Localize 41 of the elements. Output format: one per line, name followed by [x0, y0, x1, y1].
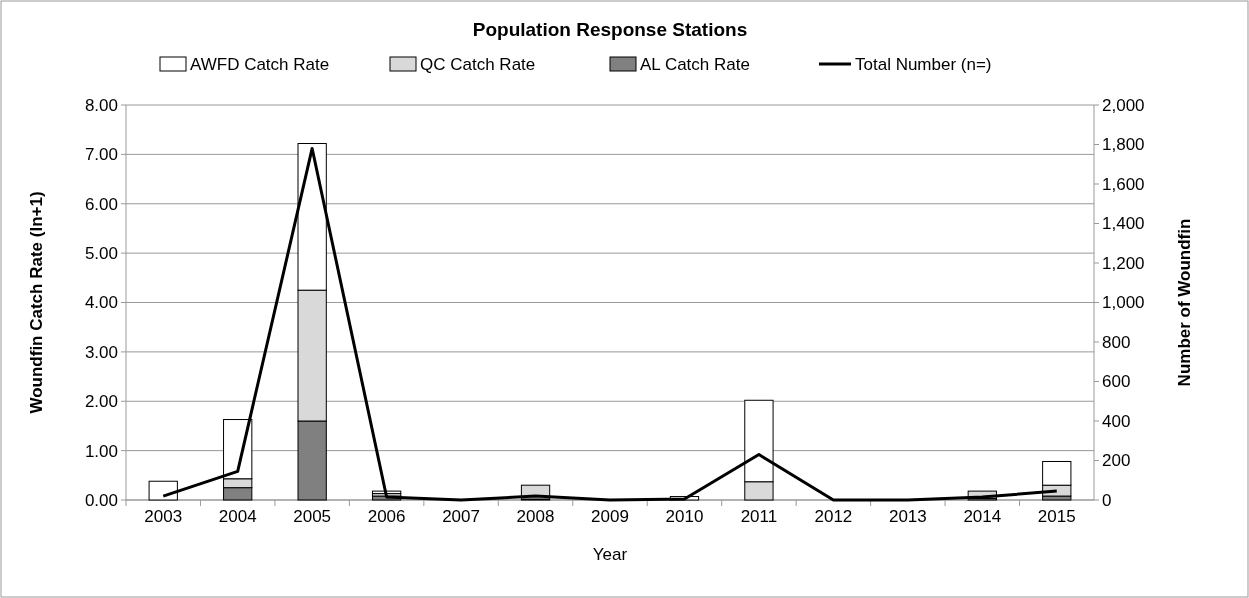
y-tick-label: 6.00 — [84, 194, 118, 214]
y2-tick-label: 0 — [1102, 490, 1112, 510]
legend-label: AL Catch Rate — [640, 54, 750, 74]
x-tick-label: 2012 — [814, 507, 853, 526]
x-tick-label: 2006 — [367, 507, 406, 526]
y2-tick-label: 1,200 — [1102, 253, 1145, 273]
y-axis-title: Woundfin Catch Rate (ln+1) — [27, 191, 46, 414]
x-tick-label: 2005 — [293, 507, 332, 526]
y-tick-label: 1.00 — [84, 441, 118, 461]
x-tick-label: 2009 — [591, 507, 629, 526]
y-tick-label: 0.00 — [84, 490, 118, 510]
y2-tick-label: 1,800 — [1102, 135, 1145, 155]
y2-tick-label: 800 — [1102, 332, 1131, 352]
y-tick-label: 3.00 — [84, 342, 118, 362]
y2-tick-label: 600 — [1102, 372, 1131, 392]
x-tick-label: 2008 — [516, 507, 555, 526]
y-tick-label: 7.00 — [84, 145, 118, 165]
x-tick-label: 2013 — [888, 507, 927, 526]
x-tick-label: 2010 — [665, 507, 704, 526]
y2-axis-title: Number of Woundfin — [1175, 218, 1194, 387]
y2-tick-label: 2,000 — [1102, 95, 1145, 115]
y2-tick-label: 1,400 — [1102, 214, 1145, 234]
x-tick-label: 2004 — [218, 507, 257, 526]
y2-tick-label: 1,000 — [1102, 293, 1145, 313]
y-tick-label: 4.00 — [84, 293, 118, 313]
x-tick-label: 2003 — [144, 507, 183, 526]
chart-title: Population Response Stations — [472, 19, 748, 40]
x-tick-label: 2014 — [963, 507, 1002, 526]
y-tick-label: 8.00 — [84, 95, 118, 115]
y-tick-label: 2.00 — [84, 392, 118, 412]
legend-label: QC Catch Rate — [420, 54, 536, 74]
y2-tick-label: 400 — [1102, 411, 1131, 431]
x-tick-label: 2015 — [1037, 507, 1076, 526]
y2-tick-label: 200 — [1102, 451, 1131, 471]
x-axis-title: Year — [592, 545, 628, 564]
legend-label: AWFD Catch Rate — [190, 54, 330, 74]
x-tick-label: 2011 — [740, 507, 778, 526]
legend-label: Total Number (n=) — [855, 54, 992, 74]
x-tick-label: 2007 — [442, 507, 480, 526]
y-tick-label: 5.00 — [84, 244, 118, 264]
y2-tick-label: 1,600 — [1102, 174, 1145, 194]
